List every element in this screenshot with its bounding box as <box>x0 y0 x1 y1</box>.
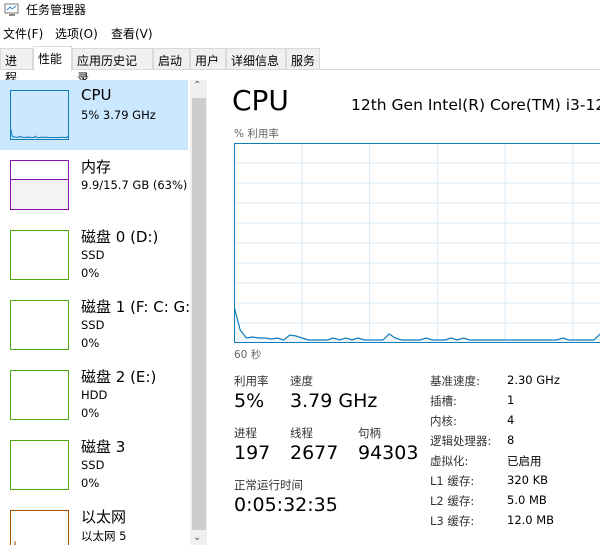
spec-label: 虚拟化: <box>430 454 469 468</box>
resource-item[interactable]: 磁盘 0 (D:) SSD 0% <box>0 220 188 290</box>
tab-app-history[interactable]: 应用历史记录 <box>72 48 153 85</box>
cpu-usage-line <box>234 305 600 341</box>
speed-label: 速度 <box>290 374 313 388</box>
tab-services[interactable]: 服务 <box>286 48 320 70</box>
resource-name: 磁盘 3 <box>81 438 126 456</box>
threads-value: 2677 <box>290 442 339 464</box>
spec-label: 插槽: <box>430 394 457 408</box>
resource-detail-2: 0% <box>81 336 100 350</box>
window-title: 任务管理器 <box>26 3 87 17</box>
resource-item[interactable]: 磁盘 2 (E:) HDD 0% <box>0 360 188 430</box>
resource-detail: SSD <box>81 318 105 332</box>
tab-bar: 进程 性能 应用历史记录 启动 用户 详细信息 服务 <box>0 46 600 85</box>
menu-file[interactable]: 文件(F) <box>3 27 44 41</box>
cpu-model: 12th Gen Intel(R) Core(TM) i3-12 <box>351 96 600 114</box>
spec-label: L1 缓存: <box>430 474 475 488</box>
resource-thumbnail-graph <box>10 510 69 545</box>
resource-item[interactable]: 内存 9.9/15.7 GB (63%) <box>0 150 188 220</box>
tab-users[interactable]: 用户 <box>190 48 226 70</box>
resource-detail: 5% 3.79 GHz <box>81 108 156 122</box>
tab-processes[interactable]: 进程 <box>0 48 33 85</box>
spec-label: L2 缓存: <box>430 494 475 508</box>
util-label: 利用率 <box>234 374 269 388</box>
spec-label: 逻辑处理器: <box>430 434 492 448</box>
tab-startup[interactable]: 启动 <box>153 48 190 70</box>
spec-value: 5.0 MB <box>507 493 547 507</box>
resource-list: CPU 5% 3.79 GHz 内存 9.9/15.7 GB (63%) 磁盘 … <box>0 80 190 545</box>
resource-detail-2: 0% <box>81 266 100 280</box>
scrollbar-thumb[interactable] <box>192 98 206 530</box>
resource-item[interactable]: CPU 5% 3.79 GHz <box>0 80 188 150</box>
spec-label: 内核: <box>430 414 457 428</box>
spec-value: 已启用 <box>507 454 542 468</box>
resource-detail-2: 0% <box>81 476 100 490</box>
processes-label: 进程 <box>234 426 257 440</box>
threads-label: 线程 <box>290 426 313 440</box>
resource-name: 磁盘 2 (E:) <box>81 368 157 386</box>
resource-thumbnail-graph <box>10 230 69 280</box>
processes-value: 197 <box>234 442 271 464</box>
cpu-usage-area <box>234 306 600 343</box>
util-value: 5% <box>234 390 265 412</box>
resource-name: 磁盘 0 (D:) <box>81 228 159 246</box>
resource-item[interactable]: 以太网 以太网 5发送: 0 接收: 0 Kbp <box>0 500 188 545</box>
resource-detail: 以太网 5 <box>81 529 127 543</box>
resource-detail: SSD <box>81 458 105 472</box>
tab-performance[interactable]: 性能 <box>33 46 72 71</box>
graph-border <box>234 143 600 343</box>
spec-value: 320 KB <box>507 473 549 487</box>
menu-options[interactable]: 选项(O) <box>55 27 98 41</box>
spec-label: 基准速度: <box>430 374 480 388</box>
uptime-value: 0:05:32:35 <box>234 494 338 516</box>
menu-view[interactable]: 查看(V) <box>111 27 153 41</box>
resource-thumbnail-graph <box>10 370 69 420</box>
spec-value: 12.0 MB <box>507 513 555 527</box>
spec-value: 4 <box>507 413 515 427</box>
tab-details[interactable]: 详细信息 <box>226 48 286 70</box>
resource-detail: 9.9/15.7 GB (63%) <box>81 178 188 192</box>
resource-name: 磁盘 1 (F: C: G: <box>81 298 190 316</box>
resource-item[interactable]: 磁盘 1 (F: C: G: SSD 0% <box>0 290 190 360</box>
resource-thumbnail-graph <box>10 160 69 210</box>
task-manager-icon <box>4 3 19 16</box>
handles-value: 94303 <box>358 442 419 464</box>
spec-label: L3 缓存: <box>430 514 475 528</box>
spec-value: 1 <box>507 393 515 407</box>
resource-detail: SSD <box>81 248 105 262</box>
resource-name: 以太网 <box>81 508 127 526</box>
page-title: CPU <box>232 84 289 117</box>
resource-thumbnail-graph <box>10 300 69 350</box>
resource-detail: HDD <box>81 388 108 402</box>
resource-thumbnail-graph <box>10 90 69 140</box>
speed-value: 3.79 GHz <box>290 390 378 412</box>
resource-detail-2: 0% <box>81 406 100 420</box>
graph-label: % 利用率 <box>234 128 279 140</box>
resource-item[interactable]: 磁盘 3 SSD 0% <box>0 430 188 500</box>
handles-label: 句柄 <box>358 426 381 440</box>
title-bar: 任务管理器 <box>0 0 600 20</box>
time-label: 60 秒 <box>234 349 262 361</box>
scroll-down-icon[interactable]: ⌄ <box>193 532 202 543</box>
resource-name: CPU <box>81 86 112 104</box>
uptime-label: 正常运行时间 <box>234 478 303 492</box>
resource-thumbnail-graph <box>10 440 69 490</box>
cpu-usage-graph <box>234 143 600 343</box>
spec-value: 2.30 GHz <box>507 373 560 387</box>
scroll-up-icon[interactable]: ⌃ <box>193 80 202 91</box>
spec-value: 8 <box>507 433 515 447</box>
resource-name: 内存 <box>81 158 112 176</box>
